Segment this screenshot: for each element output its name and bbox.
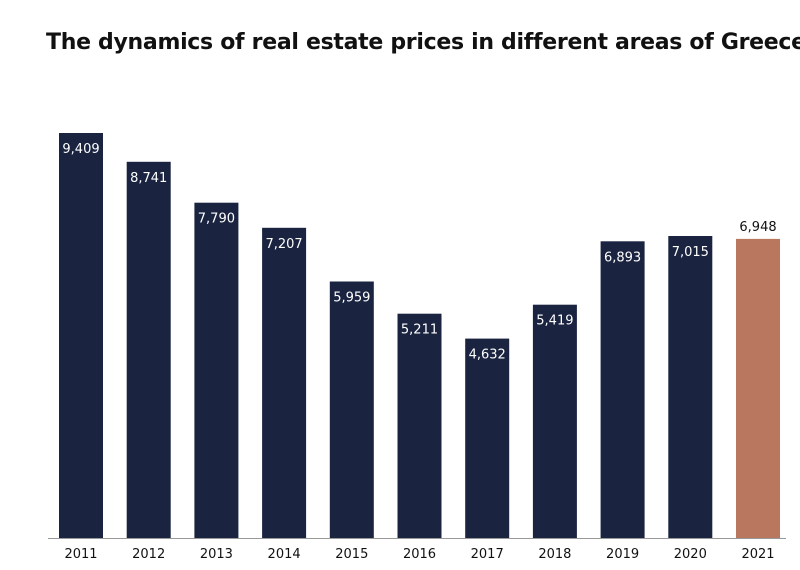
x-tick-label-2014: 2014	[268, 547, 301, 562]
x-tick-label-2015: 2015	[335, 547, 368, 562]
bar-2020	[668, 236, 713, 538]
data-label-2013: 7,790	[198, 212, 235, 227]
data-label-2018: 5,419	[536, 314, 573, 329]
data-label-2016: 5,211	[401, 323, 438, 338]
x-tick-label-2011: 2011	[64, 547, 97, 562]
bar-2021	[736, 238, 780, 538]
x-tick-label-2020: 2020	[674, 547, 707, 562]
bar-2012	[126, 161, 171, 539]
data-label-2014: 7,207	[265, 237, 302, 252]
bar-2015	[329, 281, 374, 538]
bar-2014	[262, 227, 307, 539]
x-tick-label-2019: 2019	[606, 547, 639, 562]
x-tick-label-2021: 2021	[741, 547, 774, 562]
chart-title: The dynamics of real estate prices in di…	[46, 30, 800, 55]
bar-2013	[194, 202, 239, 538]
x-tick-label-2013: 2013	[200, 547, 233, 562]
data-label-2015: 5,959	[333, 291, 370, 306]
bar-2019	[600, 241, 645, 539]
bar-2017	[465, 338, 510, 538]
x-tick-label-2017: 2017	[471, 547, 504, 562]
data-label-2012: 8,741	[130, 171, 167, 186]
data-label-2011: 9,409	[62, 142, 99, 157]
data-label-2020: 7,015	[672, 245, 709, 260]
data-label-2021: 6,948	[739, 220, 776, 235]
x-tick-label-2016: 2016	[403, 547, 436, 562]
data-label-2019: 6,893	[604, 250, 641, 265]
bar-2018	[532, 304, 577, 538]
data-label-2017: 4,632	[469, 348, 506, 363]
x-tick-label-2012: 2012	[132, 547, 165, 562]
bar-2016	[397, 313, 442, 538]
bar-2011	[59, 133, 103, 538]
x-tick-label-2018: 2018	[538, 547, 571, 562]
